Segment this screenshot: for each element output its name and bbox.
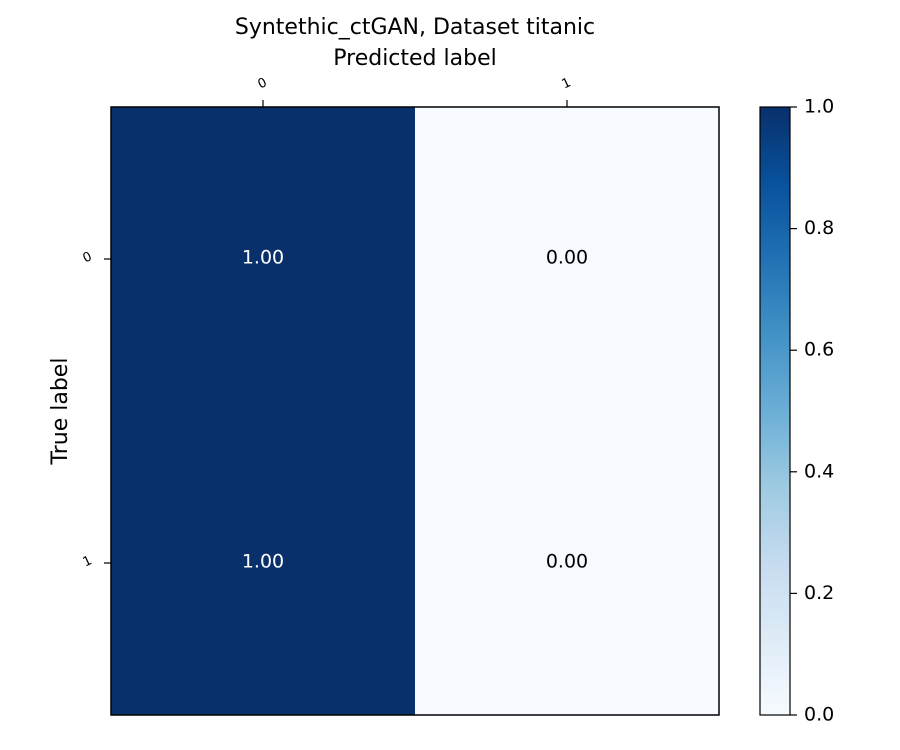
- x-axis-label: Predicted label: [333, 46, 496, 71]
- x-tick-label: 0: [256, 75, 270, 92]
- colorbar-tick-label: 1.0: [804, 96, 834, 118]
- heatmap-cell: [415, 107, 719, 411]
- y-axis-label: True label: [48, 358, 73, 466]
- chart-title: Syntethic_ctGAN, Dataset titanic: [235, 15, 595, 40]
- y-tick-label: 1: [81, 553, 95, 570]
- colorbar-ticks: 0.0 0.2 0.4 0.6 0.8 1.0: [790, 96, 834, 726]
- cell-value-label: 1.00: [242, 551, 284, 573]
- colorbar: [759, 106, 791, 716]
- cell-value-label: 0.00: [546, 247, 588, 269]
- cell-value-labels: 1.00 0.00 1.00 0.00: [242, 247, 588, 573]
- heatmap-cell: [111, 411, 415, 715]
- heatmap-cell: [415, 411, 719, 715]
- cell-value-label: 1.00: [242, 247, 284, 269]
- colorbar-tick-label: 0.8: [804, 217, 834, 239]
- colorbar-tick-label: 0.6: [804, 339, 834, 361]
- plot-frame: [110, 106, 720, 716]
- heatmap-cell: [111, 107, 415, 411]
- heatmap-cells: [111, 107, 719, 715]
- colorbar-tick-label: 0.2: [804, 582, 834, 604]
- cell-value-label: 0.00: [546, 551, 588, 573]
- colorbar-tick-label: 0.4: [804, 460, 834, 482]
- y-axis-ticks: 01: [81, 249, 111, 570]
- x-tick-label: 1: [560, 75, 574, 92]
- colorbar-tick-label: 0.0: [804, 704, 834, 726]
- y-tick-label: 0: [81, 249, 95, 266]
